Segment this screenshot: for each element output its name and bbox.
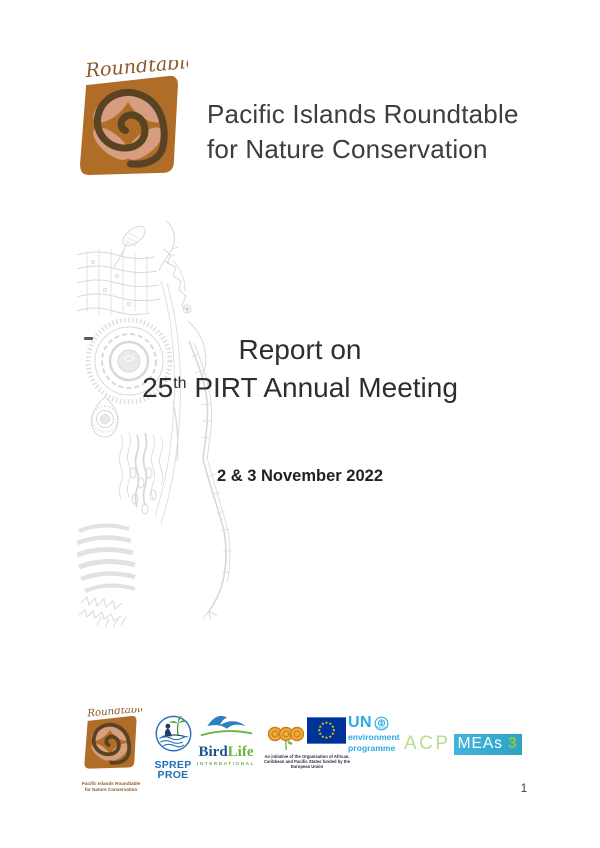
title-block: Report on 25th PIRT Annual Meeting: [0, 333, 600, 405]
roundtable-caption-line2: for Nature Conservation: [84, 787, 138, 792]
title-line1: Report on: [238, 334, 362, 365]
svg-text:★: ★: [321, 721, 325, 726]
acp-circles-icon: [268, 726, 304, 751]
meeting-date: 2 & 3 November 2022: [216, 467, 383, 485]
beetle-illustration: [77, 221, 231, 628]
acp-meas-acp-label: ACP: [404, 733, 451, 754]
un-word: UN: [348, 714, 373, 731]
un-environment-label: environment: [348, 732, 400, 742]
un-emblem-icon: [374, 716, 389, 730]
eu-flag-icon: ★ ★★ ★★★ ★★★ ★★★: [307, 717, 346, 744]
acp-meas-number: 3: [507, 735, 517, 752]
roundtable-small-script-text: Roundtable: [86, 708, 142, 720]
sprep-label-line1: SPREP: [154, 759, 192, 771]
org-name: Pacific Islands Roundtable for Nature Co…: [207, 97, 567, 167]
roundtable-caption-line1: Pacific Islands Roundtable: [81, 781, 141, 786]
svg-text:★: ★: [325, 735, 329, 740]
svg-text:★: ★: [318, 724, 322, 729]
roundtable-spiral: [94, 88, 168, 168]
sprep-logo: SPREP PROE: [150, 714, 196, 780]
birdlife-logo: BirdLife INTERNATIONAL: [193, 712, 259, 766]
roundtable-logo-small: Roundtable Pacific Islands Roundtable fo…: [74, 703, 148, 793]
org-name-line2: for Nature Conservation: [207, 134, 488, 164]
svg-text:★: ★: [328, 721, 332, 726]
birdlife-bird-icon: [200, 715, 253, 737]
svg-text:★: ★: [318, 731, 322, 736]
stray-dash-mark: [84, 337, 93, 340]
birdlife-word-life: Life: [227, 744, 254, 760]
svg-text:★: ★: [332, 727, 336, 732]
page-number: 1: [520, 783, 528, 795]
acp-eu-caption: An initiative of the Organisation of Afr…: [263, 754, 351, 770]
sprep-island-icon: [155, 715, 191, 752]
acp-eu-logo: ★ ★ ★ ★ ★ ★ ★ ★ ★ ★ ★ ★ An initiative of the Org…: [262, 716, 352, 770]
org-name-line1: Pacific Islands Roundtable: [207, 99, 519, 129]
roundtable-logo: Roundtable: [80, 60, 188, 175]
acp-meas3-logo: ACP MEAs 3: [404, 733, 554, 755]
svg-text:★: ★: [331, 731, 335, 736]
sprep-label-line2: PROE: [157, 769, 189, 781]
svg-text:★: ★: [328, 734, 332, 739]
partner-logos-row: Roundtable Pacific Islands Roundtable fo…: [72, 703, 562, 798]
birdlife-subtitle: INTERNATIONAL: [197, 761, 255, 766]
svg-text:★: ★: [321, 734, 325, 739]
svg-text:★: ★: [331, 724, 335, 729]
acp-meas-box: MEAs 3: [453, 733, 522, 755]
un-environment-logo: UN environment programme: [348, 714, 410, 753]
title-line2: 25th PIRT Annual Meeting: [0, 367, 600, 405]
title-ordinal-suffix: th: [173, 375, 187, 392]
birdlife-word-bird: Bird: [198, 744, 228, 760]
title-meeting-name: PIRT Annual Meeting: [186, 372, 458, 403]
acp-meas-meas-label: MEAs: [457, 735, 503, 752]
svg-text:★: ★: [317, 727, 321, 732]
un-programme-label: programme: [348, 742, 396, 753]
svg-text:★: ★: [325, 720, 329, 725]
roundtable-logo-small-mark: Roundtable: [84, 703, 147, 769]
title-meeting-number: 25: [142, 372, 174, 403]
